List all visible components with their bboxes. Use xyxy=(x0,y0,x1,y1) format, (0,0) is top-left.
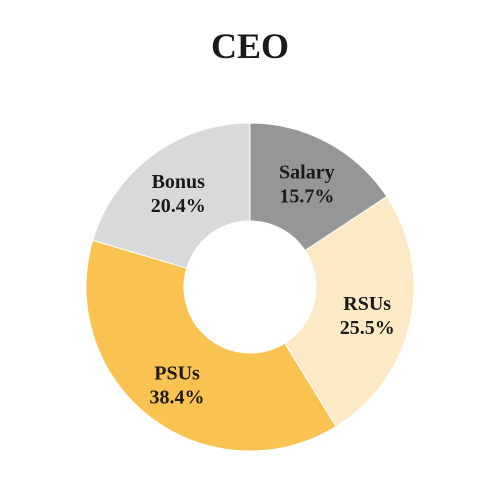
slice-percent-salary: 15.7% xyxy=(279,185,334,207)
slice-percent-rsus: 25.5% xyxy=(340,317,395,339)
slice-label-salary: Salary 15.7% xyxy=(279,161,335,207)
slice-percent-bonus: 20.4% xyxy=(151,195,206,217)
slice-category-rsus: RSUs xyxy=(343,293,391,315)
slice-bonus xyxy=(92,122,251,269)
slice-psus xyxy=(85,239,337,452)
slice-category-bonus: Bonus xyxy=(152,171,206,193)
labels-layer: Salary 15.7% RSUs 25.5% PSUs 38.4% Bonus 20.4% xyxy=(150,161,395,408)
slice-label-bonus: Bonus 20.4% xyxy=(151,171,206,217)
slice-percent-psus: 38.4% xyxy=(150,386,205,408)
slice-category-salary: Salary xyxy=(279,161,335,183)
slice-label-rsus: RSUs 25.5% xyxy=(340,293,395,339)
chart-title: CEO xyxy=(210,26,289,66)
slice-label-psus: PSUs 38.4% xyxy=(150,362,205,408)
slice-rsus xyxy=(283,195,415,428)
slice-category-psus: PSUs xyxy=(154,362,200,384)
slices-layer xyxy=(85,122,415,452)
